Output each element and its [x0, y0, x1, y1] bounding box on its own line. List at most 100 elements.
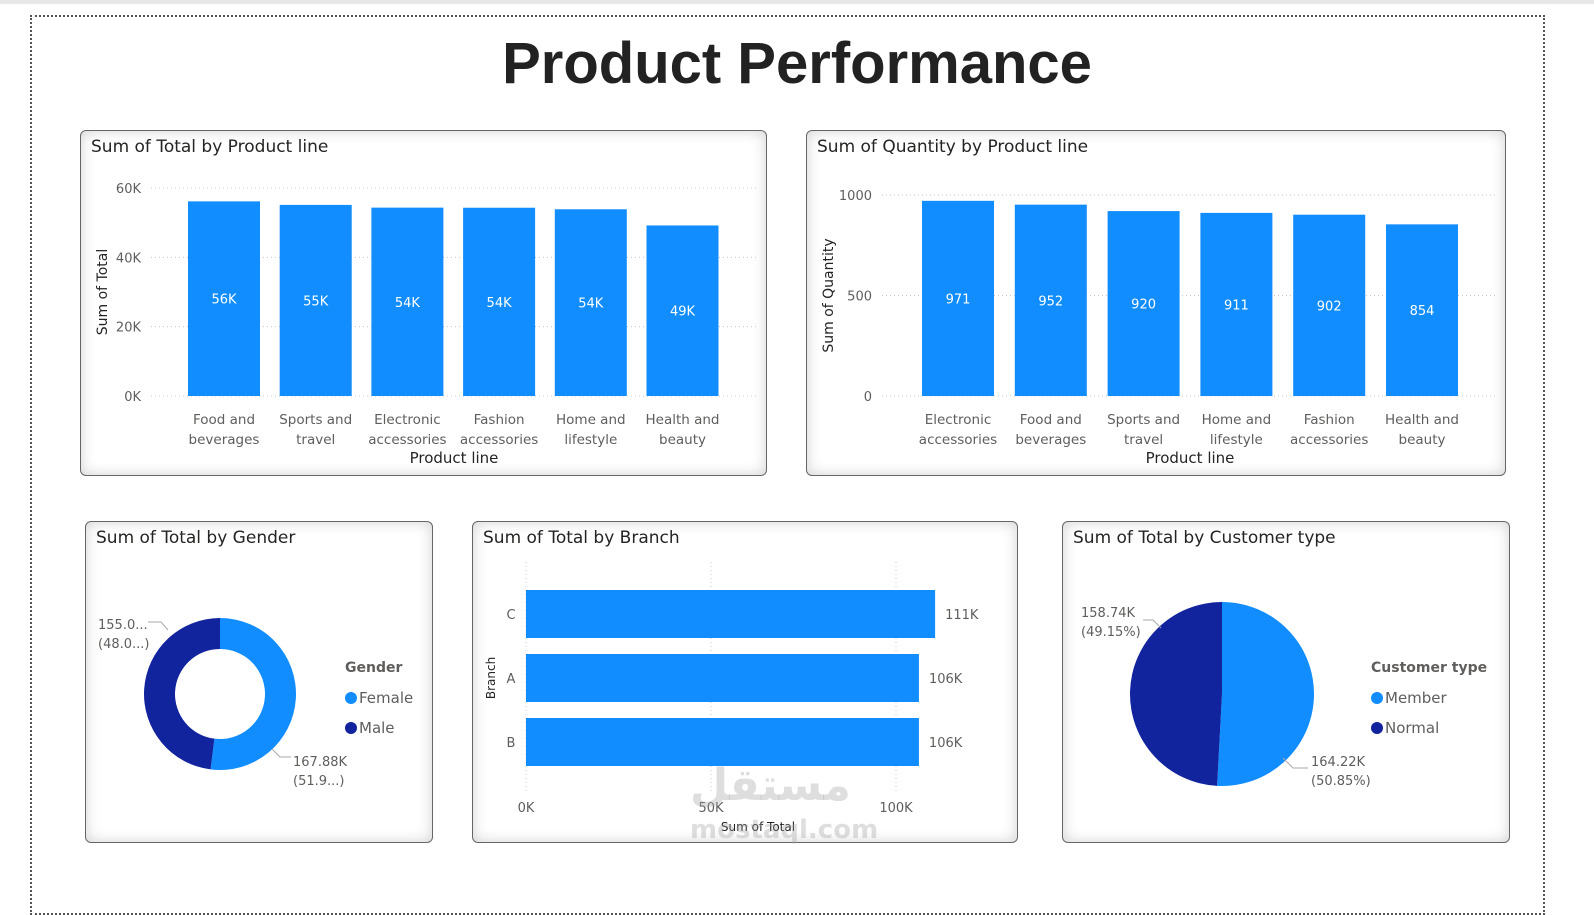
bar: [1014, 204, 1087, 396]
x-tick-label: lifestyle: [1210, 432, 1263, 448]
x-tick-label: lifestyle: [564, 432, 617, 448]
data-label: 111K: [945, 608, 979, 623]
y-tick-label: 500: [847, 290, 872, 305]
data-label-percent: (50.85%): [1311, 774, 1371, 789]
leader-line: [271, 748, 291, 758]
data-label: 164.22K: [1311, 755, 1365, 770]
leader-line: [148, 621, 169, 631]
x-axis-title: Sum of Total: [721, 820, 795, 834]
x-axis-title: Product line: [1146, 449, 1235, 467]
bar: [646, 225, 719, 396]
x-tick-label: beverages: [189, 432, 260, 448]
legend-marker: [1371, 692, 1383, 704]
data-label: 155.0...: [98, 618, 148, 633]
chart-quantity-by-product[interactable]: Sum of Quantity by Product line 0 500 1000…: [806, 130, 1506, 476]
bar: [463, 207, 536, 396]
legend-item: Female: [359, 689, 413, 707]
data-label: 158.74K: [1081, 606, 1135, 621]
x-tick-label: Home and: [556, 412, 626, 428]
chart-total-by-gender[interactable]: Sum of Total by Gender Female 167.88K (51.…: [85, 521, 433, 843]
y-axis-title: Branch: [484, 657, 498, 699]
x-tick-label: Electronic: [374, 412, 441, 428]
x-tick-label: 50K: [698, 801, 724, 816]
legend-item: Normal: [1385, 719, 1439, 737]
x-tick-label: accessories: [460, 432, 538, 448]
chart-total-by-product[interactable]: Sum of Total by Product line 0K 20K 40K 60K…: [80, 130, 767, 476]
data-label: 920: [1131, 298, 1156, 313]
leader-line: [1282, 757, 1308, 769]
data-label: 56K: [211, 293, 237, 308]
x-tick-label: travel: [296, 432, 335, 448]
chart-title: Sum of Total by Branch: [483, 528, 680, 548]
y-tick-label: 1000: [839, 189, 872, 204]
bar: [526, 590, 936, 638]
x-tick-label: Food and: [1020, 412, 1082, 428]
x-tick-label: Health and: [1385, 412, 1459, 428]
y-tick-label: 20K: [116, 321, 142, 336]
legend-title: Gender: [345, 660, 402, 676]
x-tick-label: 100K: [879, 801, 913, 816]
data-label: 167.88K: [293, 755, 347, 770]
bar: [1107, 211, 1180, 396]
legend-title: Customer type: [1371, 660, 1487, 676]
x-tick-label: Fashion: [474, 412, 525, 428]
x-tick-label: Sports and: [1107, 412, 1180, 428]
donut-chart-svg: Female 167.88K (51.9...) Male 155.0... (48.0.…: [98, 618, 413, 789]
x-tick-label: accessories: [368, 432, 446, 448]
data-label-percent: (51.9...): [293, 774, 345, 789]
chart-title: Sum of Quantity by Product line: [817, 137, 1089, 157]
chart-total-by-branch[interactable]: Sum of Total by Branch 0K 50K 100K C 111K A 10…: [472, 521, 1018, 843]
y-axis-title: Sum of Quantity: [821, 238, 837, 352]
chart-title: Sum of Total by Gender: [96, 528, 296, 548]
top-bar: [0, 0, 1594, 4]
data-label: 952: [1038, 294, 1063, 309]
data-label: 902: [1317, 299, 1342, 314]
x-tick-label: beauty: [1399, 432, 1446, 448]
data-label: 106K: [929, 672, 963, 687]
x-tick-label: Home and: [1202, 412, 1272, 428]
x-tick-label: beauty: [659, 432, 706, 448]
bar: [188, 201, 260, 396]
x-tick-label: beverages: [1015, 432, 1086, 448]
legend-marker: [345, 692, 357, 704]
bar: [1200, 212, 1273, 396]
x-tick-label: travel: [1124, 432, 1163, 448]
data-label-percent: (48.0...): [98, 637, 150, 652]
slice-normal: [1129, 602, 1222, 786]
y-tick-label: C: [506, 608, 515, 623]
x-tick-label: Fashion: [1304, 412, 1355, 428]
legend-item: Member: [1385, 689, 1448, 707]
bar: [526, 654, 919, 702]
y-tick-label: 0K: [124, 390, 141, 405]
y-tick-label: 60K: [116, 182, 142, 197]
x-tick-label: accessories: [919, 432, 997, 448]
bar: [279, 204, 352, 396]
data-label: 106K: [929, 736, 963, 751]
data-label: 49K: [670, 305, 696, 320]
bar: [922, 200, 994, 396]
legend-marker: [1371, 722, 1383, 734]
chart-title: Sum of Total by Customer type: [1073, 528, 1336, 548]
y-tick-label: B: [507, 736, 516, 751]
x-tick-label: Sports and: [279, 412, 352, 428]
y-axis-title: Sum of Total: [95, 249, 111, 336]
data-label: 54K: [395, 296, 421, 311]
data-label: 971: [946, 292, 971, 307]
y-tick-label: 0: [864, 390, 872, 405]
data-label: 54K: [487, 296, 513, 311]
data-label-percent: (49.15%): [1081, 625, 1141, 640]
y-tick-label: 40K: [116, 251, 142, 266]
chart-title: Sum of Total by Product line: [91, 137, 329, 157]
legend-item: Male: [359, 719, 395, 737]
slice-member: [1217, 602, 1314, 786]
pie-chart-svg: Member 164.22K (50.85%) Normal 158.74K (49.15…: [1081, 602, 1487, 789]
legend-marker: [345, 722, 357, 734]
bar: [526, 718, 919, 766]
slice-female: [210, 618, 296, 770]
chart-total-by-customer-type[interactable]: Sum of Total by Customer type Member 164.…: [1062, 521, 1510, 843]
bar: [554, 209, 627, 396]
x-tick-label: accessories: [1290, 432, 1368, 448]
x-tick-label: Food and: [193, 412, 255, 428]
slice-male: [143, 618, 220, 770]
bar: [1293, 214, 1366, 396]
